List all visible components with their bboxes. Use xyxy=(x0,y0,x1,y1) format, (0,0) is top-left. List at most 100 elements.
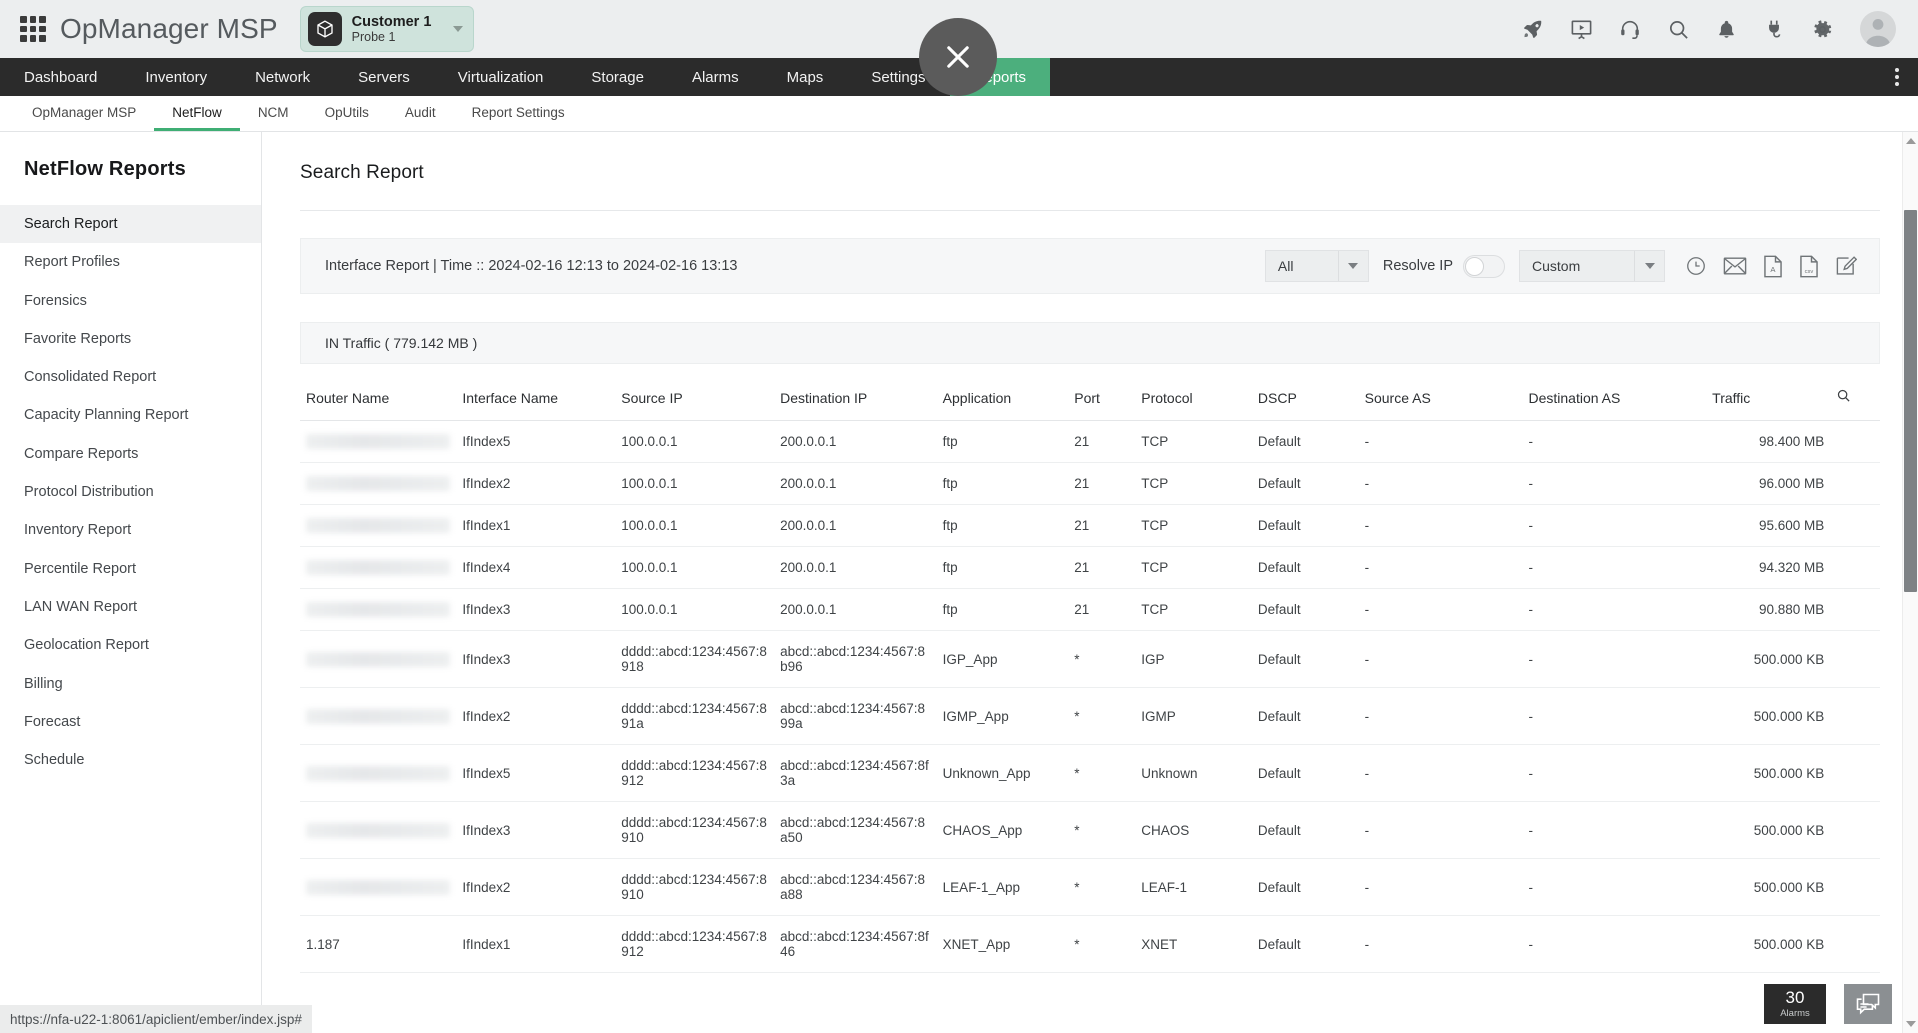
table-cell-dscp: Default xyxy=(1251,801,1359,859)
sidebar-item-forensics[interactable]: Forensics xyxy=(24,292,87,309)
column-header-port[interactable]: Port xyxy=(1068,378,1136,421)
clock-icon[interactable] xyxy=(1685,255,1707,277)
scroll-up-arrow-icon[interactable] xyxy=(1903,134,1918,148)
subnav-item-audit[interactable]: Audit xyxy=(404,104,436,120)
subnav-item-oputils[interactable]: OpUtils xyxy=(324,104,369,120)
subnav-item-ncm[interactable]: NCM xyxy=(257,104,289,120)
nav-item-servers[interactable]: Servers xyxy=(358,68,410,86)
filter-all-dropdown[interactable]: All xyxy=(1264,250,1369,282)
nav-item-maps[interactable]: Maps xyxy=(786,68,824,86)
app-grid-icon[interactable] xyxy=(18,14,48,44)
presentation-icon[interactable] xyxy=(1570,18,1593,41)
table-cell-port: 21 xyxy=(1068,462,1136,505)
plug-icon[interactable] xyxy=(1763,18,1785,40)
nav-item-alarms[interactable]: Alarms xyxy=(691,68,739,86)
nav-overflow-icon[interactable] xyxy=(1886,58,1908,96)
column-header-dscp[interactable]: DSCP xyxy=(1251,378,1359,421)
time-range-dropdown[interactable]: Custom xyxy=(1519,250,1665,282)
subnav-item-report-settings[interactable]: Report Settings xyxy=(471,104,565,120)
column-header-router-name[interactable]: Router Name xyxy=(300,378,457,421)
nav-item-virtualization[interactable]: Virtualization xyxy=(457,68,544,86)
table-row[interactable]: IfIndex5 100.0.0.1 200.0.0.1 ftp 21 TCP Defaul… xyxy=(300,420,1880,463)
column-header-source-as[interactable]: Source AS xyxy=(1358,378,1523,421)
avatar[interactable] xyxy=(1860,11,1896,47)
column-header-protocol[interactable]: Protocol xyxy=(1135,378,1252,421)
column-header-destination-ip[interactable]: Destination IP xyxy=(774,378,937,421)
nav-item-dashboard[interactable]: Dashboard xyxy=(24,68,98,86)
table-search-icon[interactable] xyxy=(1830,378,1880,421)
pdf-icon[interactable]: A xyxy=(1763,255,1783,278)
scrollbar-thumb[interactable] xyxy=(1904,210,1917,592)
resolve-ip-control: Resolve IP xyxy=(1383,254,1505,278)
alarm-badge[interactable]: 30 Alarms xyxy=(1764,984,1826,1024)
table-cell-destination-ip: abcd::abcd:1234:4567:8a50 xyxy=(774,801,937,859)
customer-selector[interactable]: Customer 1 Probe 1 xyxy=(299,6,474,52)
sidebar-item-capacity-planning-report[interactable]: Capacity Planning Report xyxy=(24,407,189,424)
redacted-router-name xyxy=(306,476,451,491)
nav-item-settings[interactable]: Settings xyxy=(871,68,926,86)
vertical-scrollbar[interactable] xyxy=(1902,132,1918,1033)
alarm-label: Alarms xyxy=(1780,1008,1810,1020)
table-row[interactable]: IfIndex4 100.0.0.1 200.0.0.1 ftp 21 TCP Defaul… xyxy=(300,546,1880,589)
body-container: NetFlow Reports Search Report Report Pro… xyxy=(0,132,1918,1033)
table-cell-protocol: TCP xyxy=(1135,420,1252,463)
table-row[interactable]: IfIndex5 dddd::abcd:1234:4567:8912 abcd::a… xyxy=(300,744,1880,802)
column-header-traffic[interactable]: Traffic xyxy=(1706,378,1831,421)
sidebar-item-geolocation-report[interactable]: Geolocation Report xyxy=(24,637,149,654)
subnav-item-netflow[interactable]: NetFlow xyxy=(154,96,240,131)
gear-icon[interactable] xyxy=(1811,18,1834,41)
sidebar-item-inventory-report[interactable]: Inventory Report xyxy=(24,522,132,539)
sidebar-item-forecast[interactable]: Forecast xyxy=(24,713,81,730)
svg-text:A: A xyxy=(1770,265,1776,274)
table-cell-destination-as: - xyxy=(1522,588,1707,631)
nav-item-inventory[interactable]: Inventory xyxy=(145,68,208,86)
search-icon[interactable] xyxy=(1667,18,1690,41)
subnav-item-opmanager-msp[interactable]: OpManager MSP xyxy=(32,104,137,120)
sidebar-item-favorite-reports[interactable]: Favorite Reports xyxy=(24,330,132,347)
table-cell-port: 21 xyxy=(1068,504,1136,547)
table-row[interactable]: IfIndex2 100.0.0.1 200.0.0.1 ftp 21 TCP Defaul… xyxy=(300,462,1880,505)
page-title: Search Report xyxy=(300,162,424,183)
column-header-interface-name[interactable]: Interface Name xyxy=(456,378,616,421)
sidebar-item-protocol-distribution[interactable]: Protocol Distribution xyxy=(24,484,154,501)
close-icon[interactable] xyxy=(919,18,997,96)
resolve-ip-toggle[interactable] xyxy=(1463,254,1505,278)
column-header-source-ip[interactable]: Source IP xyxy=(615,378,775,421)
chat-icon[interactable] xyxy=(1844,984,1892,1024)
table-row[interactable]: IfIndex3 dddd::abcd:1234:4567:8910 abcd::a… xyxy=(300,801,1880,859)
scroll-down-arrow-icon[interactable] xyxy=(1903,1017,1918,1031)
sidebar-item-billing[interactable]: Billing xyxy=(24,675,63,692)
nav-item-storage[interactable]: Storage xyxy=(591,68,644,86)
table-cell-source-as: - xyxy=(1358,462,1523,505)
table-cell-destination-as: - xyxy=(1522,630,1707,688)
sidebar-item-report-profiles[interactable]: Report Profiles xyxy=(24,254,120,271)
bell-icon[interactable] xyxy=(1716,19,1737,40)
redacted-router-name xyxy=(306,518,451,533)
table-row[interactable]: 1.187 IfIndex1 dddd::abcd:1234:4567:8912 ab… xyxy=(300,915,1880,973)
table-row[interactable]: IfIndex3 100.0.0.1 200.0.0.1 ftp 21 TCP Defaul… xyxy=(300,588,1880,631)
column-header-destination-as[interactable]: Destination AS xyxy=(1522,378,1707,421)
redacted-router-name xyxy=(306,434,451,449)
nav-item-network[interactable]: Network xyxy=(255,68,311,86)
table-row[interactable]: IfIndex1 100.0.0.1 200.0.0.1 ftp 21 TCP Defaul… xyxy=(300,504,1880,547)
report-meta-text: Interface Report | Time :: 2024-02-16 12… xyxy=(325,258,738,274)
table-cell-dscp: Default xyxy=(1251,546,1359,589)
sidebar-item-lan-wan-report[interactable]: LAN WAN Report xyxy=(24,598,138,615)
rocket-icon[interactable] xyxy=(1522,18,1544,40)
table-cell-source-as: - xyxy=(1358,801,1523,859)
csv-icon[interactable]: csv xyxy=(1799,255,1819,278)
sidebar-item-search-report[interactable]: Search Report xyxy=(0,205,261,244)
sidebar-item-consolidated-report[interactable]: Consolidated Report xyxy=(24,369,157,386)
sidebar-item-schedule[interactable]: Schedule xyxy=(24,752,85,769)
edit-icon[interactable] xyxy=(1835,255,1857,277)
table-row[interactable]: IfIndex3 dddd::abcd:1234:4567:8918 abcd::a… xyxy=(300,630,1880,688)
sub-navigation: OpManager MSP NetFlow NCM OpUtils Audit … xyxy=(0,96,1918,132)
email-icon[interactable] xyxy=(1723,255,1747,277)
table-row[interactable]: IfIndex2 dddd::abcd:1234:4567:8910 abcd::a… xyxy=(300,858,1880,916)
table-cell-source-ip: dddd::abcd:1234:4567:8910 xyxy=(615,858,775,916)
headset-icon[interactable] xyxy=(1619,18,1641,40)
table-row[interactable]: IfIndex2 dddd::abcd:1234:4567:891a abcd::a… xyxy=(300,687,1880,745)
sidebar-item-percentile-report[interactable]: Percentile Report xyxy=(24,560,137,577)
sidebar-item-compare-reports[interactable]: Compare Reports xyxy=(24,445,139,462)
column-header-application[interactable]: Application xyxy=(936,378,1069,421)
